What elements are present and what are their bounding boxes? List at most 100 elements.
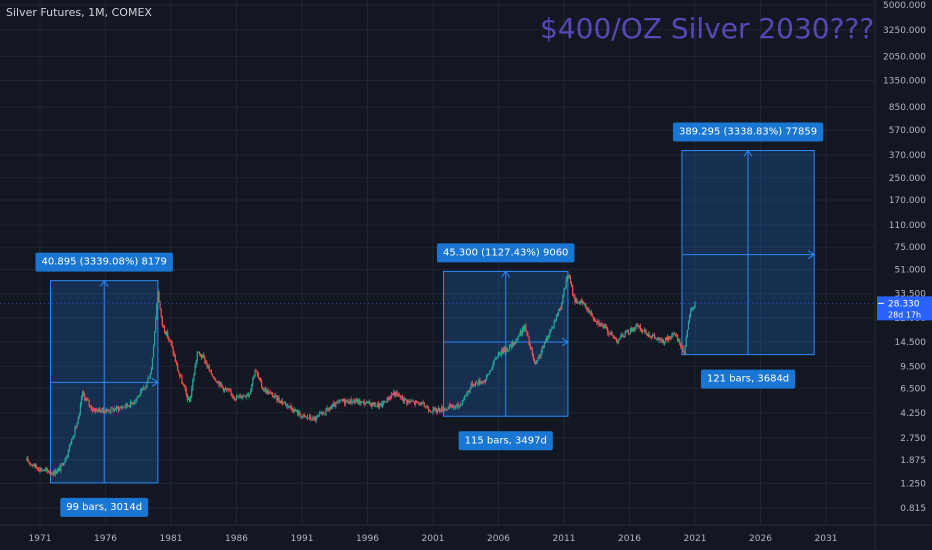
- x-tick-label: 2011: [553, 534, 576, 544]
- candle-body: [471, 383, 473, 386]
- candle-body: [619, 338, 621, 340]
- candle-body: [238, 396, 240, 398]
- candle-body: [104, 411, 107, 413]
- candle-body: [432, 408, 434, 413]
- candle-body: [449, 405, 452, 407]
- candle-body: [242, 395, 244, 398]
- candle-body: [131, 401, 133, 404]
- candle-body: [420, 402, 422, 406]
- measure-label-bg: [436, 243, 575, 263]
- candle-body: [180, 375, 182, 377]
- candle-body: [621, 334, 623, 336]
- candle-body: [309, 416, 311, 419]
- candle-body: [105, 409, 108, 412]
- candle-body: [400, 395, 402, 398]
- candle-body: [413, 401, 416, 404]
- candle-body: [674, 334, 676, 336]
- candle-body: [118, 407, 120, 411]
- candle-body: [343, 399, 346, 404]
- candle-body: [132, 403, 134, 405]
- candle-body: [126, 403, 128, 406]
- candle-body: [349, 399, 351, 404]
- candle-body: [434, 407, 436, 410]
- candle-body: [73, 435, 75, 439]
- candle-body: [382, 401, 384, 407]
- candle-body: [392, 394, 394, 396]
- candle-body: [102, 407, 104, 412]
- candle-body: [679, 338, 681, 344]
- candle-body: [99, 408, 101, 413]
- candle-body: [276, 395, 278, 401]
- candle-body: [222, 387, 224, 391]
- candle-body: [629, 328, 632, 334]
- candle-body: [559, 308, 561, 312]
- candle-body: [488, 373, 490, 375]
- candle-body: [620, 335, 622, 339]
- candle-body: [407, 400, 409, 404]
- candle-body: [85, 398, 87, 400]
- candle-body: [125, 403, 127, 407]
- candle-body: [628, 333, 631, 335]
- candle-body: [390, 394, 393, 399]
- candle-body: [181, 376, 183, 384]
- candle-body: [160, 308, 162, 317]
- candle-body: [429, 410, 431, 412]
- candle-body: [493, 359, 495, 365]
- candle-body: [409, 400, 411, 402]
- candle-body: [111, 407, 113, 409]
- candle-body: [319, 413, 322, 414]
- candle-body: [83, 392, 85, 396]
- candle-body: [223, 388, 226, 391]
- candle-body: [680, 343, 682, 347]
- candle-body: [209, 370, 211, 371]
- candle-body: [371, 402, 373, 407]
- candle-body: [509, 345, 512, 347]
- candle-body: [394, 392, 396, 396]
- candle-body: [311, 419, 313, 421]
- candle-body: [512, 341, 514, 347]
- candle-body: [239, 395, 241, 397]
- candle-body: [198, 351, 200, 354]
- measure-bars-label-1: 99 bars, 3014d: [66, 502, 142, 513]
- candle-body: [247, 394, 250, 396]
- candle-body: [144, 387, 146, 389]
- candle-body: [310, 416, 312, 420]
- candle-body: [385, 401, 387, 403]
- candle-body: [514, 343, 516, 345]
- candle-body: [267, 390, 269, 395]
- candle-body: [589, 311, 591, 313]
- candle-body: [142, 389, 144, 391]
- candle-body: [280, 400, 282, 403]
- candle-body: [635, 325, 637, 328]
- candle-body: [221, 385, 223, 388]
- candle-body: [89, 405, 91, 407]
- candle-body: [601, 323, 603, 325]
- candle-body: [435, 407, 437, 412]
- candle-body: [258, 377, 261, 379]
- candle-body: [610, 331, 612, 335]
- candle-body: [249, 394, 251, 395]
- candle-body: [35, 463, 37, 467]
- candle-body: [572, 286, 574, 296]
- measure-arrowhead-up: [501, 270, 511, 278]
- candle-body: [380, 403, 382, 405]
- candle-body: [430, 410, 432, 413]
- candle-body: [360, 401, 362, 404]
- candle-body: [234, 398, 237, 400]
- candle-body: [406, 399, 408, 404]
- candle-body: [494, 358, 496, 360]
- candle-body: [691, 308, 693, 311]
- candle-body: [661, 339, 663, 343]
- candle-body: [197, 351, 199, 353]
- candle-body: [265, 388, 267, 393]
- candle-body: [549, 331, 551, 336]
- candle-body: [580, 300, 583, 302]
- candle-body: [187, 398, 190, 400]
- candle-body: [441, 407, 443, 412]
- candle-body: [264, 388, 266, 391]
- candle-body: [183, 384, 185, 387]
- candle-body: [608, 332, 610, 334]
- candle-body: [254, 370, 256, 376]
- y-tick-label: 14.500: [895, 338, 927, 348]
